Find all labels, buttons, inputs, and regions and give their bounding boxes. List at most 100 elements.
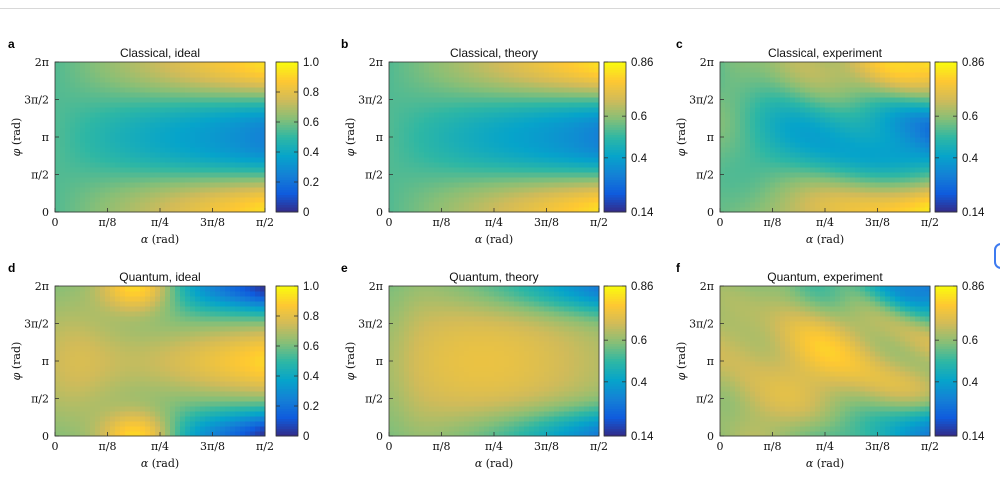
- heatmap-cell: [459, 197, 465, 203]
- heatmap-cell: [524, 67, 530, 73]
- heatmap-cell: [255, 207, 261, 213]
- heatmap-cell: [120, 366, 126, 372]
- heatmap-cell: [85, 157, 91, 163]
- heatmap-cell: [830, 122, 836, 128]
- heatmap-cell: [414, 92, 420, 98]
- heatmap-cell: [250, 341, 256, 347]
- heatmap-cell: [815, 187, 821, 193]
- heatmap-cell: [145, 341, 151, 347]
- heatmap-cell: [434, 72, 440, 78]
- heatmap-cell: [175, 386, 181, 392]
- heatmap-cell: [70, 147, 76, 153]
- heatmap-cell: [474, 162, 480, 168]
- x-tick-label: π/2: [921, 216, 939, 229]
- heatmap-cell: [250, 361, 256, 367]
- heatmap-cell: [75, 192, 81, 198]
- heatmap-cell: [449, 137, 455, 143]
- heatmap-cell: [925, 182, 931, 188]
- colorbar-tick-label: 0.8: [303, 87, 319, 99]
- heatmap-cell: [925, 157, 931, 163]
- heatmap-cell: [399, 202, 405, 208]
- heatmap-cell: [835, 127, 841, 133]
- heatmap-cell: [805, 152, 811, 158]
- heatmap-cell: [790, 87, 796, 93]
- heatmap-cell: [434, 147, 440, 153]
- heatmap-cell: [720, 187, 726, 193]
- heatmap-cell: [504, 102, 510, 108]
- heatmap-cell: [875, 72, 881, 78]
- heatmap-cell: [75, 336, 81, 342]
- heatmap-cell: [464, 82, 470, 88]
- heatmap-cell: [110, 406, 116, 412]
- heatmap-cell: [454, 82, 460, 88]
- heatmap-cell: [730, 207, 736, 213]
- heatmap-cell: [524, 77, 530, 83]
- heatmap-cell: [120, 401, 126, 407]
- heatmap-cell: [810, 187, 816, 193]
- heatmap-cell: [810, 137, 816, 143]
- heatmap-cell: [875, 147, 881, 153]
- heatmap-cell: [65, 97, 71, 103]
- heatmap-cell: [574, 182, 580, 188]
- heatmap-cell: [554, 137, 560, 143]
- heatmap-cell: [70, 401, 76, 407]
- heatmap-cell: [895, 152, 901, 158]
- heatmap-cell: [65, 132, 71, 138]
- heatmap-cell: [205, 391, 211, 397]
- heatmap-cell: [100, 107, 106, 113]
- heatmap-cell: [554, 142, 560, 148]
- heatmap-cell: [569, 167, 575, 173]
- heatmap-cell: [180, 202, 186, 208]
- heatmap-cell: [155, 142, 161, 148]
- colorbar-segment: [276, 129, 298, 133]
- heatmap-cell: [165, 187, 171, 193]
- heatmap-cell: [579, 182, 585, 188]
- heatmap-cell: [579, 162, 585, 168]
- heatmap-cell: [720, 142, 726, 148]
- heatmap-cell: [394, 82, 400, 88]
- heatmap-cell: [230, 147, 236, 153]
- heatmap-cell: [444, 187, 450, 193]
- colorbar-segment: [935, 89, 957, 93]
- heatmap-cell: [120, 82, 126, 88]
- heatmap-cell: [569, 157, 575, 163]
- heatmap-cell: [210, 82, 216, 88]
- heatmap-cell: [584, 137, 590, 143]
- heatmap-cell: [185, 182, 191, 188]
- heatmap-cell: [245, 356, 251, 362]
- heatmap-cell: [105, 331, 111, 337]
- heatmap-cell: [90, 351, 96, 357]
- heatmap-cell: [494, 102, 500, 108]
- heatmap-cell: [419, 122, 425, 128]
- heatmap-cell: [225, 396, 231, 402]
- heatmap-cell: [165, 371, 171, 377]
- heatmap-cell: [770, 72, 776, 78]
- heatmap-cell: [509, 182, 515, 188]
- heatmap-cell: [240, 102, 246, 108]
- heatmap-cell: [75, 92, 81, 98]
- heatmap-cell: [865, 62, 871, 68]
- heatmap-cell: [554, 147, 560, 153]
- heatmap-cell: [145, 112, 151, 118]
- heatmap-cell: [245, 331, 251, 337]
- heatmap-cell: [750, 127, 756, 133]
- heatmap-cell: [745, 117, 751, 123]
- heatmap-cell: [840, 147, 846, 153]
- heatmap-cell: [409, 97, 415, 103]
- heatmap-cell: [780, 192, 786, 198]
- heatmap-cell: [825, 172, 831, 178]
- heatmap-cell: [504, 172, 510, 178]
- heatmap-cell: [70, 162, 76, 168]
- heatmap-cell: [900, 77, 906, 83]
- heatmap-cell: [170, 77, 176, 83]
- heatmap-cell: [65, 142, 71, 148]
- heatmap-cell: [399, 77, 405, 83]
- heatmap-cell: [215, 197, 221, 203]
- heatmap-cell: [404, 182, 410, 188]
- heatmap-cell: [165, 406, 171, 412]
- heatmap-cell: [250, 172, 256, 178]
- heatmap-cell: [720, 92, 726, 98]
- heatmap-cell: [165, 122, 171, 128]
- heatmap-cell: [735, 147, 741, 153]
